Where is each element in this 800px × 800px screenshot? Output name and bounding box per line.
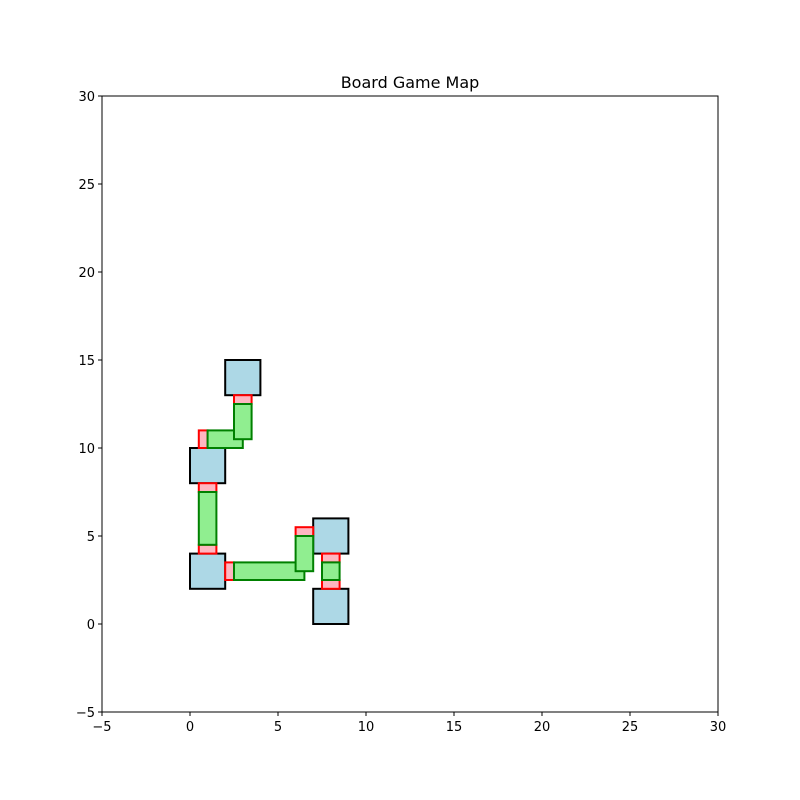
x-tick-label: 15 [446,720,463,735]
corridor-6 [321,561,341,582]
plot-marks [189,359,350,625]
y-tick-label: 0 [87,618,95,633]
connector-2 [197,482,218,494]
x-tick-label: 30 [710,720,727,735]
x-axis: −5 0 5 10 15 20 25 30 [92,712,726,735]
space-a [189,552,227,590]
space-d [312,517,350,555]
x-tick-label: 5 [274,720,282,735]
space-e [312,587,350,625]
connector-3 [197,429,209,449]
connector-7 [321,552,341,564]
connector-1 [197,543,218,555]
plot-frame [101,95,719,713]
connector-6 [294,526,315,538]
y-tick-label: −5 [76,706,95,721]
corridor-5 [294,535,315,573]
corridor-4 [233,561,306,582]
x-tick-label: 10 [358,720,375,735]
x-tick-label: 20 [534,720,551,735]
space-c [224,359,262,397]
x-tick-label: 25 [622,720,639,735]
connector-8 [321,579,341,590]
connector-4 [233,394,253,406]
y-tick-label: 25 [78,178,95,193]
corridor-1 [197,491,218,546]
y-axis: −5 0 5 10 15 20 25 30 [76,90,102,721]
y-tick-label: 30 [78,90,95,105]
y-tick-label: 5 [87,530,95,545]
y-tick-label: 20 [78,266,95,281]
x-tick-label: 0 [186,720,194,735]
connector-5 [224,561,235,582]
x-tick-label: −5 [92,720,111,735]
chart-title: Board Game Map [341,73,480,92]
y-tick-label: 15 [78,354,95,369]
space-b [189,447,227,485]
corridor-3 [233,403,253,441]
y-tick-label: 10 [78,442,95,457]
